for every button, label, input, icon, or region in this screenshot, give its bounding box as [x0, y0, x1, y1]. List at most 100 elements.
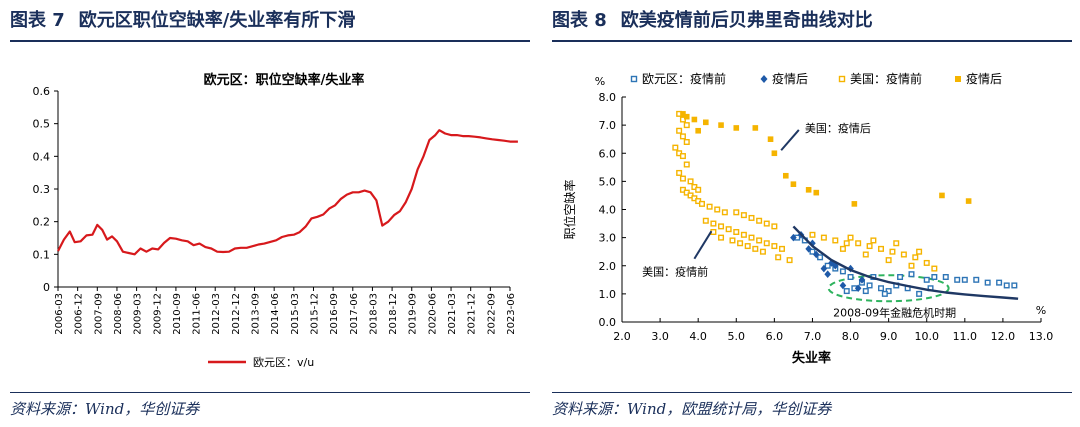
- point-us-post: [752, 125, 759, 131]
- y-tick-label: 0.1: [33, 248, 51, 261]
- x-tick-label: 2021-12: [467, 293, 478, 335]
- point-eu-post: [820, 264, 828, 273]
- point-us-pre: [778, 245, 785, 252]
- point-us-pre: [870, 237, 877, 244]
- point-us-pre: [832, 237, 839, 244]
- x-tick-label: 2021-03: [447, 293, 458, 335]
- point-us-post: [695, 127, 701, 134]
- point-us-pre: [698, 200, 705, 207]
- annotation-crisis: 2008-09年金融危机时期: [833, 306, 956, 320]
- x-tick-label: 2012-03: [211, 293, 222, 335]
- figure-title: 欧美疫情前后贝弗里奇曲线对比: [620, 10, 873, 31]
- point-us-pre: [733, 228, 740, 235]
- point-us-pre: [756, 217, 763, 224]
- point-eu-pre: [862, 288, 869, 295]
- point-eu-post: [790, 233, 797, 242]
- y-tick-label: 7.0: [599, 119, 617, 132]
- point-eu-pre: [866, 282, 873, 289]
- y-tick-label: 3.0: [599, 232, 617, 245]
- point-us-pre: [706, 203, 713, 210]
- y-tick-label: 0.3: [33, 183, 51, 196]
- point-eu-pre: [817, 254, 824, 261]
- point-us-post: [703, 119, 709, 126]
- point-eu-pre: [839, 268, 846, 275]
- footer-rule: [552, 392, 1072, 393]
- annotation-us-post: 美国：疫情后: [805, 121, 871, 135]
- arrow-us-post: [780, 129, 800, 151]
- point-us-pre: [679, 153, 686, 160]
- point-us-post: [733, 125, 740, 131]
- point-us-post: [805, 187, 812, 193]
- beveridge-fit-curve: [792, 225, 1019, 300]
- x-tick-label: 2.0: [613, 330, 631, 343]
- point-us-pre: [759, 248, 766, 255]
- point-us-pre: [878, 245, 885, 252]
- x-tick-label: 5.0: [728, 330, 746, 343]
- point-eu-pre: [961, 276, 968, 283]
- point-us-post: [965, 198, 972, 204]
- point-eu-pre: [881, 290, 888, 297]
- point-eu-pre: [973, 276, 980, 283]
- x-tick-label: 2009-12: [152, 293, 163, 335]
- point-eu-pre: [916, 290, 923, 297]
- vu-line-chart: 欧元区：职位空缺率/失业率 0 0.1 0.2 0.3 0.4 0.5 0.6 2006-03 2…: [33, 72, 518, 369]
- point-us-pre: [885, 257, 892, 264]
- point-eu-pre: [824, 262, 831, 269]
- point-eu-pre: [931, 274, 938, 281]
- x-tick-label: 2006-12: [74, 293, 85, 335]
- x-tick-label: 13.0: [1029, 330, 1054, 343]
- point-eu-post: [839, 281, 847, 290]
- point-us-post: [718, 122, 724, 128]
- figure-header: 图表 7 欧元区职位空缺率/失业率有所下滑: [10, 6, 530, 38]
- point-us-pre: [820, 234, 827, 241]
- point-us-pre: [740, 212, 747, 219]
- series-line-vu: [57, 129, 518, 256]
- point-us-pre: [695, 186, 702, 193]
- point-eu-pre: [942, 274, 949, 281]
- x-tick-label: 3.0: [651, 330, 669, 343]
- point-us-pre: [843, 240, 850, 247]
- x-tick-label: 10.0: [914, 330, 939, 343]
- point-eu-pre: [847, 274, 854, 281]
- point-eu-pre: [996, 279, 1003, 286]
- point-us-pre: [752, 245, 759, 252]
- x-tick-label: 2013-09: [251, 293, 262, 335]
- point-us-pre: [721, 209, 728, 216]
- y-tick-label: 1.0: [599, 288, 617, 301]
- figure-number: 图表 8: [552, 10, 607, 31]
- point-us-pre: [855, 240, 862, 247]
- legend-eu-post-label: 疫情后: [772, 71, 808, 86]
- point-us-pre: [714, 206, 721, 213]
- point-eu-pre: [878, 285, 885, 292]
- point-us-pre: [744, 243, 751, 250]
- point-us-pre: [912, 254, 919, 261]
- legend-us-pre-marker: [838, 75, 846, 83]
- x-tick-label: 4.0: [689, 330, 707, 343]
- legend-label: 欧元区：v/u: [253, 356, 314, 369]
- x-tick-label: 2010-09: [172, 293, 183, 335]
- point-us-post: [680, 111, 686, 117]
- annotation-us-pre: 美国：疫情前: [642, 264, 708, 278]
- point-eu-pre: [1003, 282, 1010, 289]
- source-note: 资料来源：Wind，欧盟统计局，华创证券: [552, 400, 832, 418]
- y-tick-label: 8.0: [599, 91, 617, 104]
- y-tick-label: 0.5: [33, 118, 51, 131]
- x-tick-label: 2023-06: [506, 293, 517, 335]
- y-tick-label: 6.0: [599, 147, 617, 160]
- point-eu-pre: [908, 271, 915, 278]
- y-tick-label: 0.6: [33, 85, 51, 98]
- point-eu-post: [832, 261, 839, 270]
- beveridge-curve-chart: 0.0 1.0 2.0 3.0 4.0 5.0 6.0 7.0 8.0 2.0 3.0 4.0 5.0 6…: [562, 71, 1054, 366]
- y-tick-label: 0.4: [33, 150, 51, 163]
- point-us-pre: [809, 231, 816, 238]
- point-us-post: [939, 192, 945, 199]
- point-us-post: [683, 113, 690, 120]
- point-us-pre: [737, 240, 744, 247]
- point-us-post: [691, 116, 698, 123]
- point-eu-pre: [1011, 282, 1018, 289]
- point-us-pre: [893, 240, 900, 247]
- point-us-pre: [679, 116, 686, 123]
- point-us-pre: [683, 138, 690, 145]
- legend-us-post-label: 疫情后: [966, 71, 1002, 86]
- x-unit-label: %: [1036, 304, 1046, 317]
